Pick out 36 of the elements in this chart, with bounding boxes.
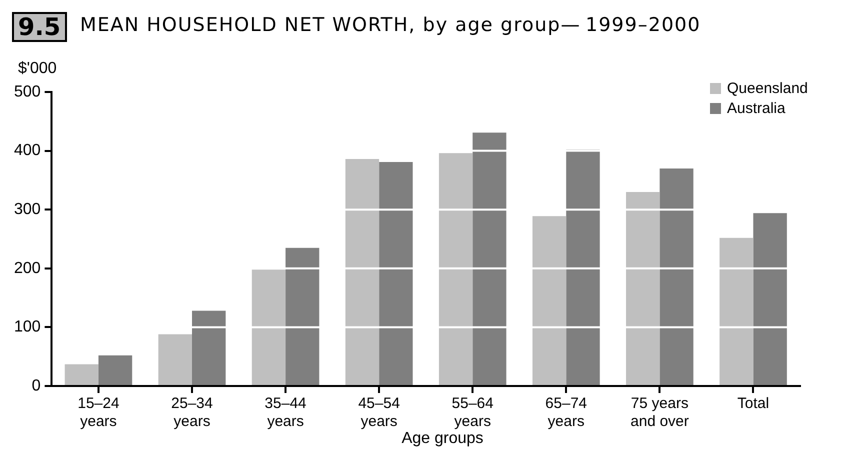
y-tick-label: 200	[14, 260, 41, 277]
bar	[532, 216, 566, 385]
bar	[626, 192, 660, 385]
text: 9.5	[12, 12, 67, 42]
x-tick-label: 75 years and over	[630, 395, 689, 430]
bar	[192, 310, 226, 385]
bar	[252, 270, 286, 385]
y-axis-title: $'000	[18, 60, 57, 78]
bar	[566, 150, 600, 385]
legend-label: Australia	[727, 100, 786, 117]
legend-label: Queensland	[727, 80, 808, 97]
bar	[64, 364, 98, 385]
y-tick-label: 400	[14, 142, 41, 160]
bar	[286, 248, 320, 385]
bar	[720, 238, 754, 385]
bar	[438, 153, 473, 385]
bar	[660, 168, 694, 385]
y-tick-label: 100	[14, 318, 41, 336]
x-axis-title: Age groups	[400, 430, 484, 448]
bar	[753, 213, 787, 385]
y-tick-label: 300	[14, 201, 41, 218]
bar	[345, 159, 380, 385]
x-tick-label: 35–44 years	[264, 395, 306, 430]
bar	[379, 162, 413, 385]
bar	[98, 355, 132, 385]
x-tick-label: 55–64 years	[452, 395, 494, 430]
x-tick-label: 65–74 years	[545, 395, 588, 430]
bar	[158, 334, 192, 385]
x-tick-label: 45–54 years	[358, 395, 400, 430]
x-tick-label: Total	[737, 395, 770, 412]
x-tick-label: 15–24 years	[78, 395, 120, 430]
y-tick-label: 500	[14, 83, 41, 100]
x-tick-label: 25–34 years	[171, 395, 213, 430]
chart-title: MEAN HOUSEHOLD NET WORTH, by age group— 1999–2000	[80, 14, 701, 36]
bar	[472, 132, 506, 385]
y-tick-label: 0	[32, 377, 41, 394]
